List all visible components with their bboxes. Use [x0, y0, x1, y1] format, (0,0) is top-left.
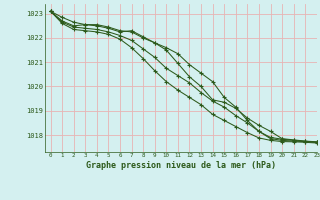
X-axis label: Graphe pression niveau de la mer (hPa): Graphe pression niveau de la mer (hPa) — [86, 161, 276, 170]
